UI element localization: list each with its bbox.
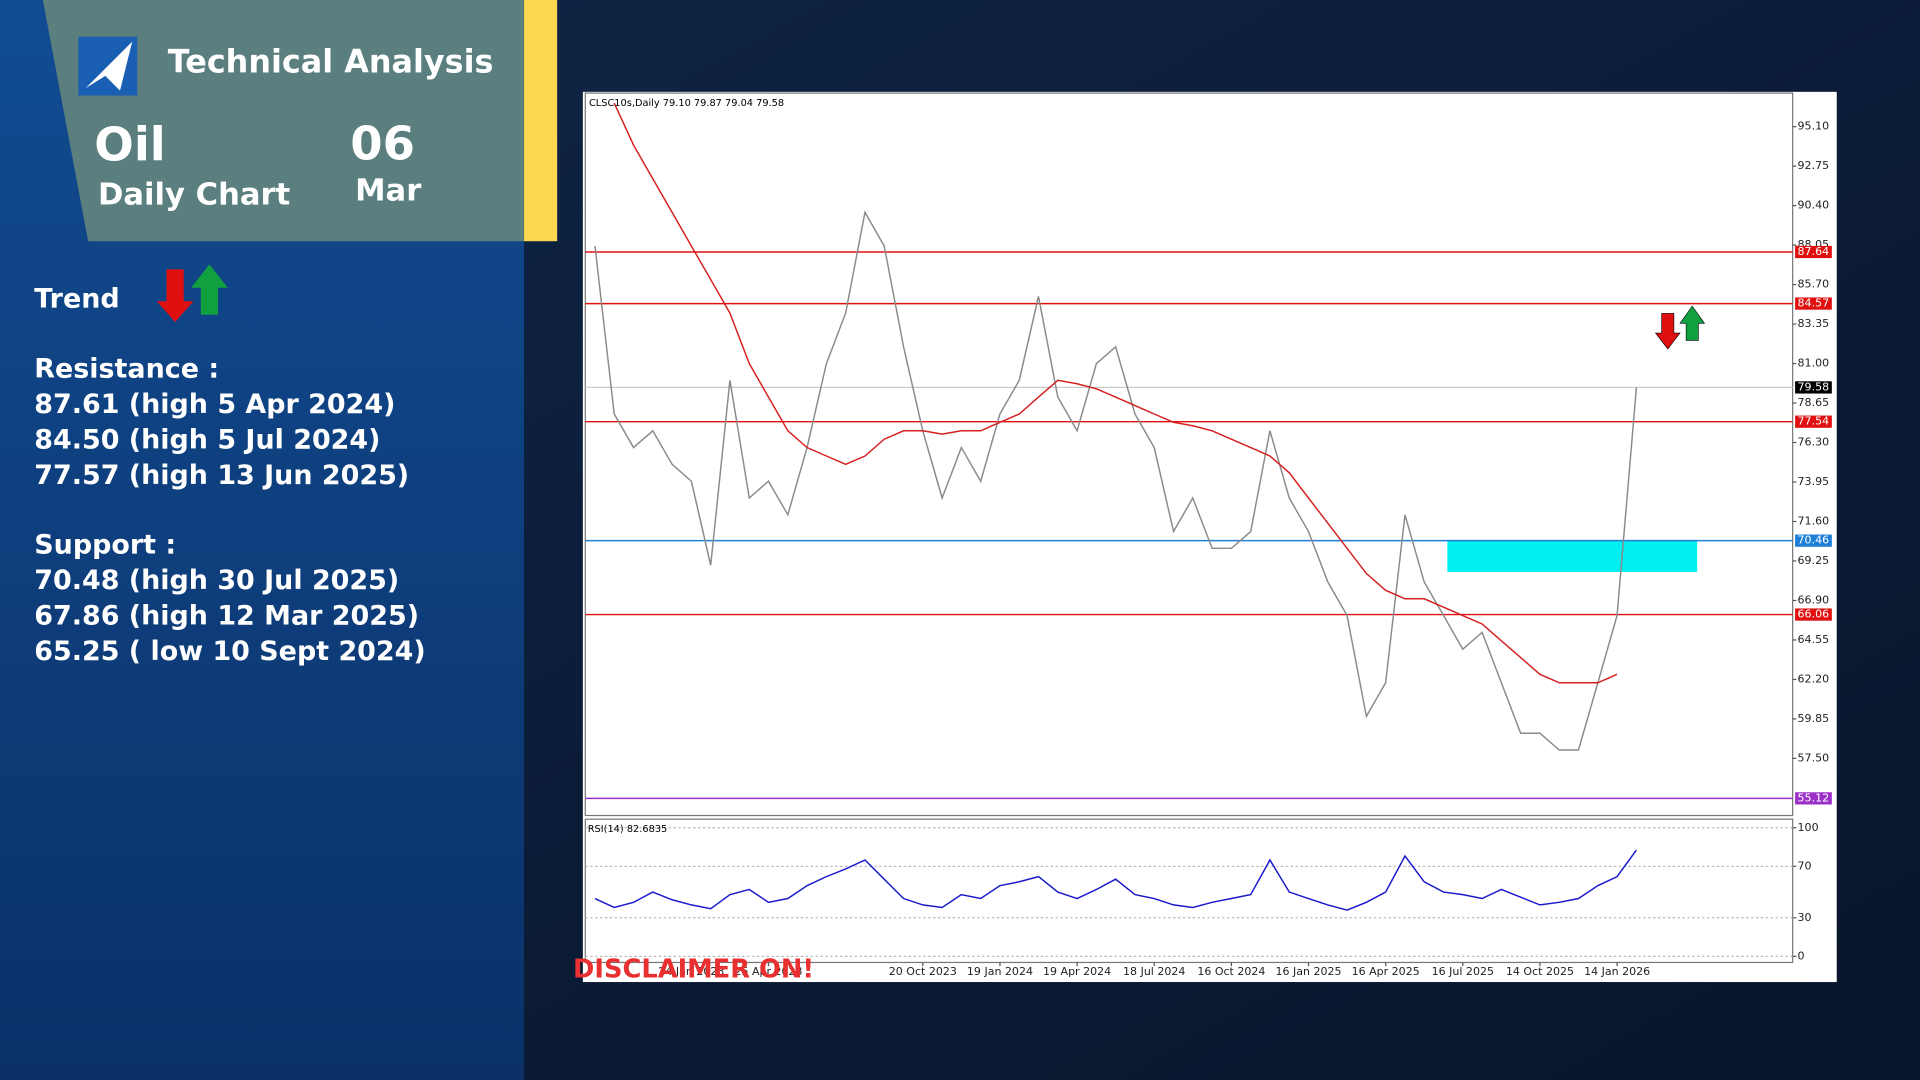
resistance-item: 84.50 (high 5 Jul 2024) bbox=[34, 424, 380, 455]
y-tick-label: 78.65 bbox=[1798, 396, 1830, 409]
level-tag bbox=[1795, 792, 1832, 805]
support-heading: Support : bbox=[34, 530, 176, 561]
y-tick-label: 73.95 bbox=[1798, 475, 1830, 488]
level-label: 87.64 bbox=[1798, 245, 1830, 258]
header-box bbox=[42, 0, 525, 242]
support-item: 67.86 (high 12 Mar 2025) bbox=[34, 601, 419, 632]
logo-mark bbox=[85, 41, 133, 91]
y-tick-label: 66.90 bbox=[1798, 593, 1830, 606]
y-tick-label: 0 bbox=[1798, 949, 1805, 962]
disclaimer: DISCLAIMER ON! bbox=[573, 954, 814, 984]
signal-arrows bbox=[1654, 305, 1706, 350]
level-label: 55.12 bbox=[1798, 791, 1830, 804]
last-price-label: 79.58 bbox=[1798, 380, 1830, 393]
level-tag bbox=[1795, 534, 1832, 547]
y-tick-label: 95.10 bbox=[1798, 120, 1830, 133]
chart-frame bbox=[582, 91, 1837, 983]
y-tick-label: 71.60 bbox=[1798, 514, 1830, 527]
level-label: 70.46 bbox=[1798, 534, 1830, 547]
y-tick-label: 70 bbox=[1798, 859, 1812, 872]
y-tick-label: 90.40 bbox=[1798, 199, 1830, 212]
trend-arrows bbox=[156, 264, 228, 323]
chart-label: Daily Chart bbox=[98, 177, 290, 212]
resistance-heading: Resistance : bbox=[34, 353, 219, 384]
instrument: Oil bbox=[94, 118, 165, 172]
x-tick-label: 16 Oct 2024 bbox=[1197, 965, 1265, 978]
data-line bbox=[594, 849, 1638, 911]
trend-label: Trend bbox=[34, 284, 119, 315]
panel-title: Technical Analysis bbox=[168, 43, 494, 81]
data-line bbox=[594, 210, 1638, 751]
y-tick-label: 76.30 bbox=[1798, 436, 1830, 449]
y-tick-label: 100 bbox=[1798, 821, 1819, 834]
rsi-pane bbox=[584, 818, 1794, 964]
x-tick-label: 14 Oct 2025 bbox=[1506, 965, 1574, 978]
level-label: 66.06 bbox=[1798, 608, 1830, 621]
x-tick-label: 24 Jan 2023 bbox=[658, 965, 724, 978]
level-label: 77.54 bbox=[1798, 415, 1830, 428]
y-tick-label: 57.50 bbox=[1798, 751, 1830, 764]
rsi-title: RSI(14) 82.6835 bbox=[588, 824, 668, 835]
y-tick-label: 59.85 bbox=[1798, 712, 1830, 725]
y-tick-label: 69.25 bbox=[1798, 554, 1830, 567]
y-tick-label: 81.00 bbox=[1798, 357, 1830, 370]
price-pane bbox=[584, 92, 1794, 817]
chart-header: CLSC10s,Daily 79.10 79.87 79.04 79.58 bbox=[589, 98, 784, 109]
x-tick-label: 20 Oct 2023 bbox=[889, 965, 957, 978]
day: 06 bbox=[350, 116, 415, 170]
y-tick-label: 92.75 bbox=[1798, 159, 1830, 172]
resistance-item: 77.57 (high 13 Jun 2025) bbox=[34, 460, 409, 491]
support-item: 70.48 (high 30 Jul 2025) bbox=[34, 565, 399, 596]
x-tick-label: 19 Apr 2024 bbox=[1043, 965, 1111, 978]
plot: 95.1092.7590.4088.0585.7083.3581.0078.65… bbox=[585, 102, 1832, 978]
month: Mar bbox=[355, 174, 421, 209]
level-tag bbox=[1795, 245, 1832, 259]
y-tick-label: 64.55 bbox=[1798, 633, 1830, 646]
y-tick-label: 30 bbox=[1798, 911, 1812, 924]
y-tick-label: 83.35 bbox=[1798, 317, 1830, 330]
resistance-item: 87.61 (high 5 Apr 2024) bbox=[34, 389, 395, 420]
last-price-tag bbox=[1795, 381, 1832, 394]
level-label: 84.57 bbox=[1798, 297, 1830, 310]
x-tick-label: 16 Jan 2025 bbox=[1275, 965, 1341, 978]
x-tick-label: 14 Jan 2026 bbox=[1584, 965, 1650, 978]
y-tick-label: 85.70 bbox=[1798, 278, 1830, 291]
zone bbox=[1447, 540, 1698, 572]
x-tick-label: 16 Jul 2025 bbox=[1432, 965, 1494, 978]
x-tick-label: 19 Jan 2024 bbox=[967, 965, 1033, 978]
x-tick-label: 16 Apr 2025 bbox=[1352, 965, 1420, 978]
support-item: 65.25 ( low 10 Sept 2024) bbox=[34, 636, 425, 667]
accent-stripe bbox=[524, 0, 558, 242]
x-tick-label: 18 Jul 2024 bbox=[1123, 965, 1185, 978]
x-tick-label: 25 Apr 2023 bbox=[734, 965, 802, 978]
level-tag bbox=[1795, 297, 1832, 310]
level-tag bbox=[1795, 608, 1832, 621]
data-line bbox=[613, 102, 1618, 684]
level-tag bbox=[1795, 415, 1832, 428]
y-tick-label: 62.20 bbox=[1798, 672, 1830, 685]
